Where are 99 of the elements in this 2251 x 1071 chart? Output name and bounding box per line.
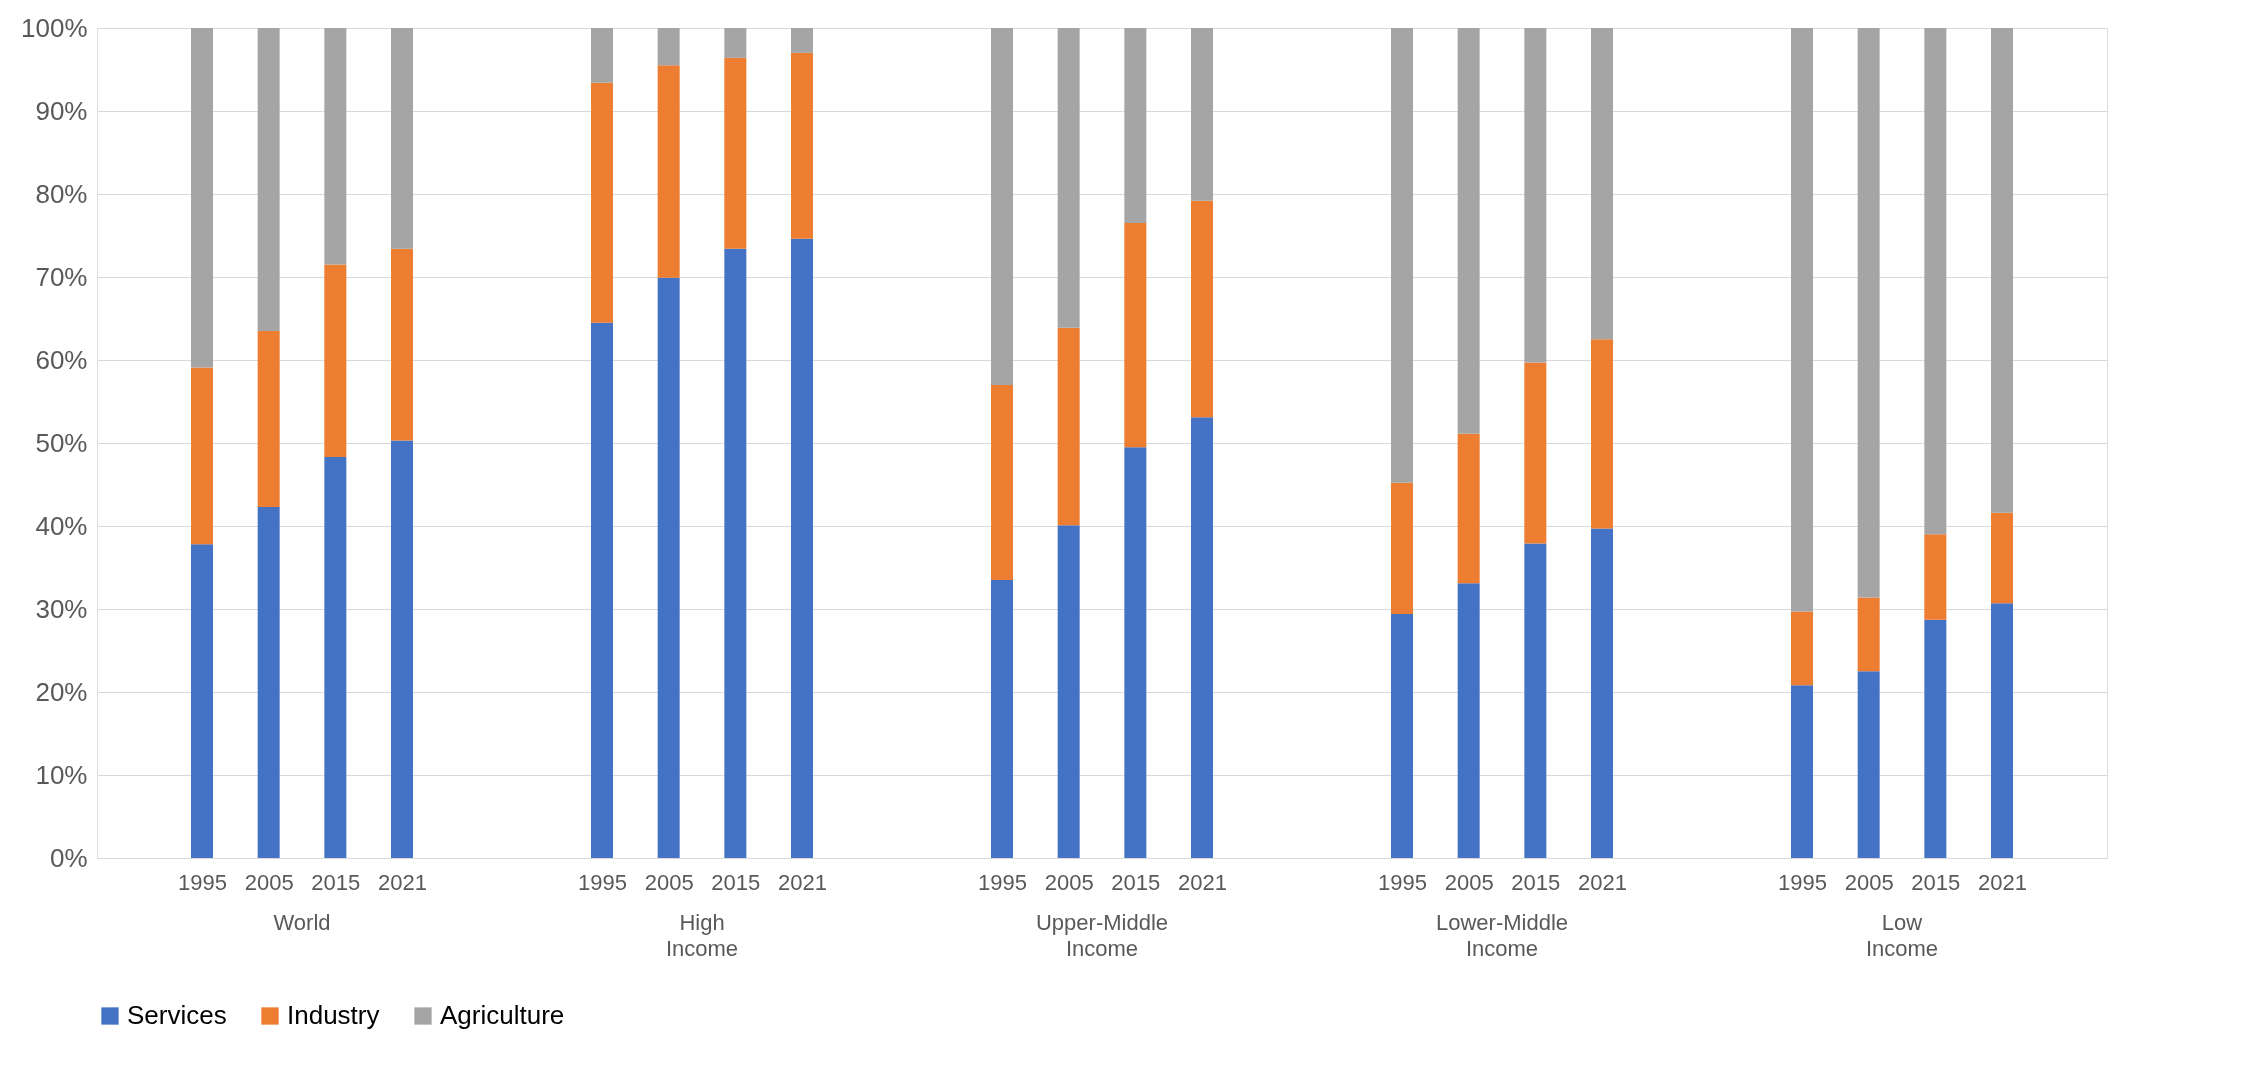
y-tick-label: 90% xyxy=(35,95,88,126)
bar xyxy=(791,52,813,239)
x-tick-label: 2021 xyxy=(378,869,427,895)
bar xyxy=(657,277,680,858)
x-tick-label: 2015 xyxy=(311,869,361,895)
bar xyxy=(1057,525,1080,858)
bar xyxy=(1924,534,1947,620)
y-tick-label: 100% xyxy=(21,12,88,43)
y-tick-label: 20% xyxy=(35,676,88,707)
x-tick-label: 2021 xyxy=(1178,869,1227,895)
legend-label: Agriculture xyxy=(440,1000,565,1030)
x-tick-label: 2005 xyxy=(1044,869,1094,895)
bar xyxy=(1524,362,1547,544)
bar xyxy=(191,367,213,545)
bar xyxy=(1991,603,2013,858)
bar xyxy=(1857,671,1880,858)
bar xyxy=(1791,685,1813,858)
bar xyxy=(1524,543,1547,858)
bar xyxy=(657,65,680,278)
bar xyxy=(1857,597,1880,672)
bar xyxy=(991,579,1013,858)
bar xyxy=(324,457,347,858)
bar xyxy=(724,28,747,58)
bar xyxy=(324,28,347,265)
bar xyxy=(591,28,613,83)
bar xyxy=(1857,28,1880,598)
bar xyxy=(657,28,680,66)
bar xyxy=(324,264,347,458)
bar xyxy=(1924,619,1947,858)
bar xyxy=(1991,28,2013,513)
x-tick-label: 2005 xyxy=(244,869,294,895)
x-tick-label: 2015 xyxy=(1111,869,1161,895)
bar xyxy=(1057,327,1080,526)
x-tick-label: 2005 xyxy=(644,869,694,895)
bar xyxy=(1391,28,1413,483)
bar xyxy=(1124,223,1147,448)
text: Upper-Middle Income xyxy=(1035,910,1169,961)
y-tick-label: 60% xyxy=(35,344,88,375)
y-tick-label: 30% xyxy=(35,593,88,624)
text: Lower-Middle Income xyxy=(1435,910,1569,961)
x-tick-label: 1995 xyxy=(978,869,1027,895)
text: World xyxy=(273,910,331,935)
x-tick-label: 2015 xyxy=(1911,869,1961,895)
bar xyxy=(791,28,813,53)
y-tick-label: 0% xyxy=(49,842,88,873)
legend-label: Industry xyxy=(287,1000,380,1030)
bar xyxy=(1524,28,1547,363)
bar xyxy=(391,28,413,249)
bar xyxy=(1057,28,1080,328)
x-tick-label: 2005 xyxy=(1844,869,1894,895)
bar xyxy=(1391,613,1413,858)
bar xyxy=(1391,482,1413,614)
x-tick-label: 2021 xyxy=(1578,869,1627,895)
bar xyxy=(1457,583,1480,858)
bar xyxy=(591,82,613,323)
bar xyxy=(391,440,413,858)
x-tick-label: 2005 xyxy=(1444,869,1494,895)
x-tick-label: 1995 xyxy=(178,869,227,895)
bar xyxy=(257,28,280,331)
y-tick-label: 70% xyxy=(35,261,88,292)
bar xyxy=(1924,28,1947,535)
bar xyxy=(791,238,813,858)
x-tick-label: 2021 xyxy=(1978,869,2027,895)
bar xyxy=(1991,512,2013,604)
x-tick-label: 2021 xyxy=(778,869,827,895)
bar xyxy=(1457,433,1480,584)
bar xyxy=(1191,417,1213,858)
bar xyxy=(391,248,413,441)
y-tick-label: 40% xyxy=(35,510,88,541)
bar xyxy=(724,248,747,858)
bar xyxy=(191,28,213,368)
text: Low Income xyxy=(1865,910,1939,961)
text: High Income xyxy=(665,910,739,961)
legend-label: Services xyxy=(127,1000,227,1030)
y-tick-label: 80% xyxy=(35,178,88,209)
bar xyxy=(591,322,613,858)
bar xyxy=(257,330,280,507)
bar xyxy=(257,506,280,858)
bar xyxy=(1191,28,1213,201)
bar xyxy=(191,544,213,858)
bar xyxy=(1124,28,1147,224)
bar xyxy=(724,57,747,249)
y-tick-label: 50% xyxy=(35,427,88,458)
bar xyxy=(1591,339,1613,529)
x-tick-label: 1995 xyxy=(578,869,627,895)
x-tick-label: 1995 xyxy=(1378,869,1427,895)
bar xyxy=(991,384,1013,580)
x-tick-label: 1995 xyxy=(1778,869,1827,895)
bar xyxy=(991,28,1013,385)
x-tick-label: 2015 xyxy=(711,869,761,895)
x-tick-label: 2015 xyxy=(1511,869,1561,895)
y-tick-label: 10% xyxy=(35,759,88,790)
bar xyxy=(1591,28,1613,340)
bar xyxy=(1591,528,1613,858)
bar xyxy=(1791,611,1813,686)
bar xyxy=(1191,200,1213,418)
bar xyxy=(1457,28,1480,434)
bar xyxy=(1791,28,1813,612)
bar xyxy=(1124,447,1147,858)
